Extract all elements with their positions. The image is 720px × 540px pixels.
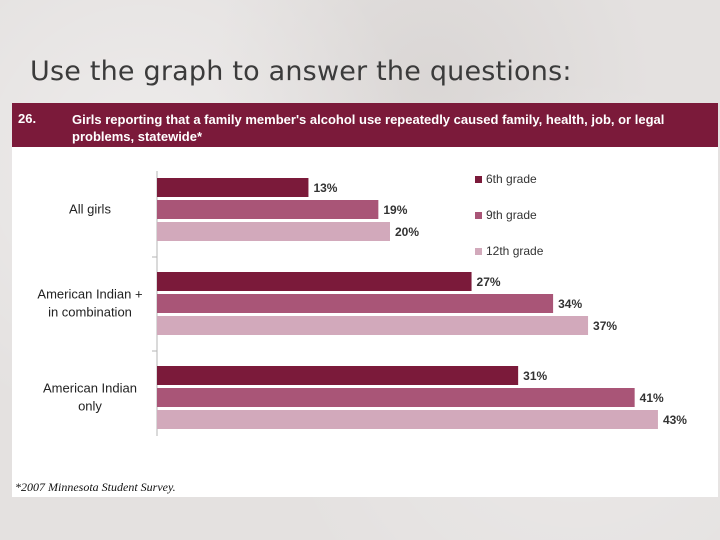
bar-9th-grade [157,200,379,219]
data-label: 37% [593,319,617,333]
source-footnote: *2007 Minnesota Student Survey. [15,480,176,494]
bar-6th-grade [157,178,309,197]
bar-chart: All girls 13% 19% 20% American Indian + in co… [37,171,687,436]
bar-6th-grade [157,366,519,385]
data-label: 27% [477,275,501,289]
legend-label: 9th grade [486,208,537,222]
figure-number: 26. [18,111,37,126]
bar-9th-grade [157,294,554,313]
data-label: 31% [523,369,547,383]
slide-title: Use the graph to answer the questions: [30,56,572,87]
data-label: 43% [663,413,687,427]
chart-title: Girls reporting that a family member's a… [72,112,665,144]
bar-9th-grade [157,388,635,407]
bar-12th-grade [157,222,390,241]
data-label: 20% [395,225,419,239]
bar-12th-grade [157,410,658,429]
chart-header-banner: 26. Girls reporting that a family member… [12,103,718,147]
category-label: American Indian + [37,287,142,302]
bar-12th-grade [157,316,589,335]
bar-6th-grade [157,272,472,291]
data-label: 34% [558,297,582,311]
data-label: 13% [313,181,337,195]
data-label: 41% [640,391,664,405]
legend-label: 6th grade [486,172,537,186]
category-label: All girls [69,202,111,217]
data-label: 19% [383,203,407,217]
legend-swatch [475,212,482,219]
chart-figure: 26. Girls reporting that a family member… [12,103,718,497]
legend-label: 12th grade [486,244,544,258]
category-label: American Indian [43,381,137,396]
category-label: only [78,399,102,414]
legend-swatch [475,248,482,255]
legend-swatch [475,176,482,183]
category-label: in combination [48,305,132,320]
